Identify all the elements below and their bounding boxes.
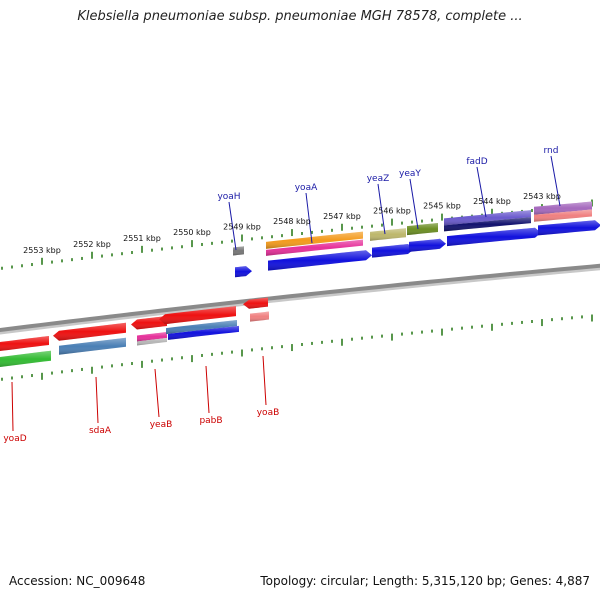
kbp-label: 2543 kbp — [523, 192, 561, 201]
map-title: Klebsiella pneumoniae subsp. pneumoniae … — [77, 9, 523, 24]
gene-feature-shade — [534, 209, 592, 222]
feature-tracks — [0, 201, 600, 368]
gene-label-yoaA: yoaA — [295, 183, 318, 193]
gene-feature-shade — [137, 331, 167, 342]
kbp-label: 2551 kbp — [123, 234, 161, 243]
kbp-label: 2544 kbp — [473, 197, 511, 206]
callout-line — [409, 178, 419, 230]
gene-feature-shade — [53, 322, 126, 341]
callout-line — [550, 155, 561, 207]
gene-label-fadD: fadD — [466, 157, 487, 167]
callout-line — [305, 192, 313, 244]
gene-feature-shade — [268, 250, 372, 271]
callout-line — [95, 376, 99, 424]
gene-callouts: yoaH yoaA yeaZ yeaY fadD rnd yoaD sdaA yeaB pabB y… — [3, 146, 561, 444]
kbp-labels: 2553 kbp 2552 kbp 2551 kbp 2550 kbp 2549 kbp… — [23, 192, 561, 255]
gene-label-pabB: pabB — [199, 416, 222, 426]
kbp-label: 2546 kbp — [373, 207, 411, 216]
topology-text: Topology: circular; Length: 5,315,120 bp… — [260, 574, 590, 588]
callout-line — [377, 183, 386, 235]
callout-line — [262, 355, 267, 406]
gene-feature-shade — [243, 297, 268, 309]
accession-text: Accession: NC_009648 — [9, 574, 146, 588]
gene-feature-shade — [0, 350, 51, 368]
gene-feature-shade — [131, 315, 167, 330]
gene-feature-shade — [250, 311, 269, 322]
gene-label-yeaZ: yeaZ — [367, 174, 390, 184]
callout-line — [154, 368, 160, 418]
gene-feature-shade — [0, 335, 49, 352]
gene-feature-shade — [159, 306, 236, 325]
gene-feature-shade — [266, 239, 363, 256]
gene-feature-shade — [137, 337, 167, 346]
gene-feature-shade — [534, 201, 592, 215]
kbp-label: 2553 kbp — [23, 246, 61, 255]
gene-label-yeaB: yeaB — [150, 420, 173, 430]
gene-label-yoaB: yoaB — [257, 408, 280, 418]
gene-feature-shade — [59, 337, 126, 355]
gene-feature-shade — [168, 325, 239, 340]
backbone-shadow — [0, 267, 600, 335]
kbp-label: 2547 kbp — [323, 212, 361, 221]
gene-feature-shade — [372, 243, 414, 258]
gene-feature-shade — [444, 210, 531, 226]
inner-tick-ring — [1, 314, 593, 381]
gene-feature-shade — [447, 227, 541, 247]
callout-line — [11, 381, 14, 432]
gene-label-rnd: rnd — [544, 146, 559, 156]
gene-feature-shade — [166, 320, 237, 335]
callout-line — [228, 201, 237, 251]
kbp-label: 2549 kbp — [223, 223, 261, 232]
gene-feature-shade — [409, 238, 446, 252]
gene-feature-shade — [266, 231, 363, 249]
kbp-label: 2550 kbp — [173, 228, 211, 237]
callout-line — [205, 365, 210, 414]
gene-label-yoaD: yoaD — [3, 434, 26, 444]
gene-feature-shade — [233, 246, 244, 256]
kbp-label: 2548 kbp — [273, 217, 311, 226]
gene-feature-shade — [235, 266, 252, 278]
gene-feature-shade — [444, 217, 531, 232]
gene-feature-shade — [407, 223, 438, 236]
kbp-label: 2545 kbp — [423, 202, 461, 211]
gene-label-yeaY: yeaY — [399, 169, 421, 179]
gene-feature-shade — [370, 228, 406, 241]
gene-label-sdaA: sdaA — [89, 426, 112, 436]
gene-label-yoaH: yoaH — [217, 192, 240, 202]
callout-line — [476, 166, 487, 218]
kbp-label: 2552 kbp — [73, 240, 111, 249]
gene-feature-shade — [538, 220, 600, 236]
genome-backbone — [0, 263, 600, 333]
